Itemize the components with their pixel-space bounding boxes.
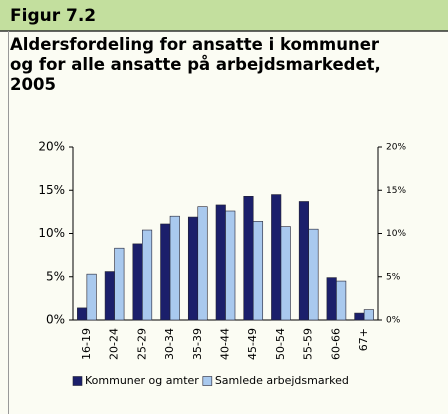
bar xyxy=(132,243,143,321)
y-tick-label: 15% xyxy=(38,183,65,197)
bar xyxy=(280,226,291,321)
y-tick-label: 20% xyxy=(38,140,65,154)
bar xyxy=(142,229,153,321)
x-tick-label: 16-19 xyxy=(80,328,93,360)
bar xyxy=(160,223,171,321)
header: Figur 7.2 xyxy=(10,6,96,26)
bar xyxy=(308,228,319,321)
bar xyxy=(77,307,88,321)
bar xyxy=(187,216,199,321)
bar xyxy=(354,312,365,321)
bar xyxy=(336,280,347,321)
y-tick-label: 5% xyxy=(46,269,65,283)
x-tick-label: 50-54 xyxy=(274,328,287,360)
legend-swatch xyxy=(72,376,83,386)
y-tick-label: 10% xyxy=(38,226,65,240)
x-tick-label: 30-34 xyxy=(163,328,176,360)
bar xyxy=(271,194,282,321)
y2-tick-label: 5% xyxy=(386,272,401,282)
legend-label: Kommuner og amter xyxy=(85,374,199,387)
header-band xyxy=(0,0,448,31)
bar xyxy=(86,273,97,321)
x-tick-label: 67+ xyxy=(357,328,370,351)
chart-title: Aldersfordeling for ansatte i kommuner og… xyxy=(10,35,381,94)
bar xyxy=(104,271,115,321)
legend-label: Samlede arbejdsmarked xyxy=(215,374,349,387)
bar xyxy=(114,247,125,321)
x-tick-label: 20-24 xyxy=(108,328,121,360)
chart-title: Aldersfordeling for ansatte i kommuner og… xyxy=(10,35,381,94)
bar xyxy=(243,196,254,321)
x-tick-label: 60-66 xyxy=(329,328,342,360)
bar xyxy=(169,215,180,321)
y2-tick-label: 10% xyxy=(386,229,406,239)
x-tick-label: 40-44 xyxy=(219,328,232,360)
bar xyxy=(298,201,309,321)
y-tick-label: 0% xyxy=(46,313,65,327)
bar xyxy=(326,277,337,321)
x-tick-label: 55-59 xyxy=(302,328,315,360)
bar xyxy=(225,210,236,321)
bar xyxy=(215,204,226,321)
x-tick-label: 35-39 xyxy=(191,328,204,360)
y2-tick-label: 15% xyxy=(386,186,406,196)
y2-tick-label: 20% xyxy=(386,143,406,153)
bar xyxy=(252,221,264,321)
y2-tick-label: 0% xyxy=(386,316,401,326)
x-tick-label: 25-29 xyxy=(135,328,148,360)
legend-swatch xyxy=(202,376,213,386)
bar xyxy=(363,309,374,321)
bar xyxy=(197,206,208,321)
x-tick-label: 45-49 xyxy=(246,328,259,360)
